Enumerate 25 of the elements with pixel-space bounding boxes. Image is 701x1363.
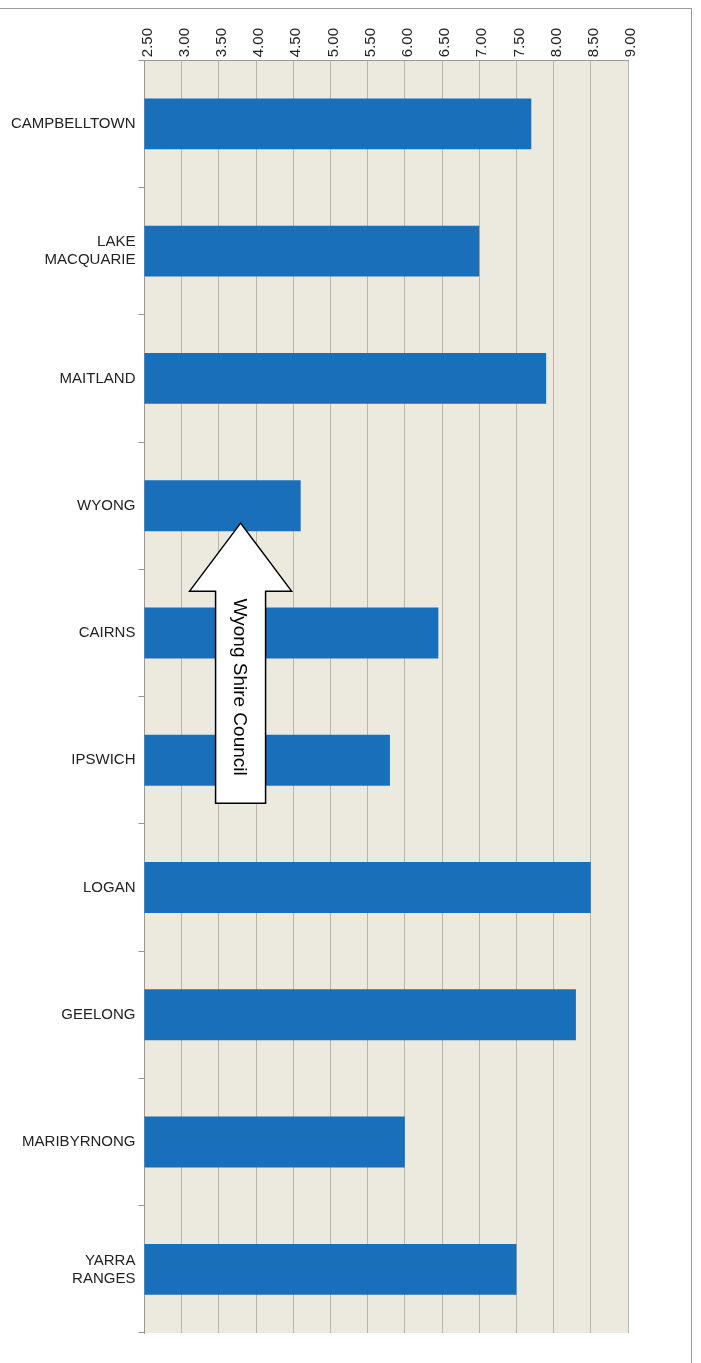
annotation: Wyong Shire Council — [230, 598, 252, 776]
x-tick-label: 2.50 — [137, 27, 155, 58]
y-tick-label: CAMPBELLTOWN — [11, 113, 136, 131]
y-tick-label: CAIRNS — [78, 623, 136, 641]
y-tick-label: LAKE MACQUARIE — [44, 232, 136, 268]
y-tick-label: YARRA RANGES — [72, 1250, 136, 1286]
x-tick-label: 3.00 — [174, 27, 192, 58]
x-tick-label: 5.00 — [323, 27, 341, 58]
x-tick-label: 8.50 — [583, 27, 601, 58]
y-tick-label: WYONG — [77, 495, 136, 513]
x-tick-label: 6.50 — [435, 27, 453, 58]
x-tick-label: 7.50 — [509, 27, 527, 58]
x-tick-label: 6.00 — [397, 27, 415, 58]
x-tick-label: 8.00 — [546, 27, 564, 58]
y-tick-label: MAITLAND — [59, 368, 136, 386]
y-tick-label: MARIBYRNONG — [22, 1132, 136, 1150]
x-tick-label: 3.50 — [212, 27, 229, 58]
y-tick-label: GEELONG — [61, 1004, 136, 1022]
x-tick-label: 7.00 — [472, 27, 490, 58]
x-tick-label: 5.50 — [360, 27, 378, 58]
x-tick-label: 4.50 — [286, 27, 304, 58]
x-tick-label: 4.00 — [249, 27, 267, 58]
x-tick-label: 9.00 — [621, 27, 639, 58]
y-tick-label: IPSWICH — [71, 750, 136, 768]
y-tick-label: LOGAN — [82, 877, 136, 895]
